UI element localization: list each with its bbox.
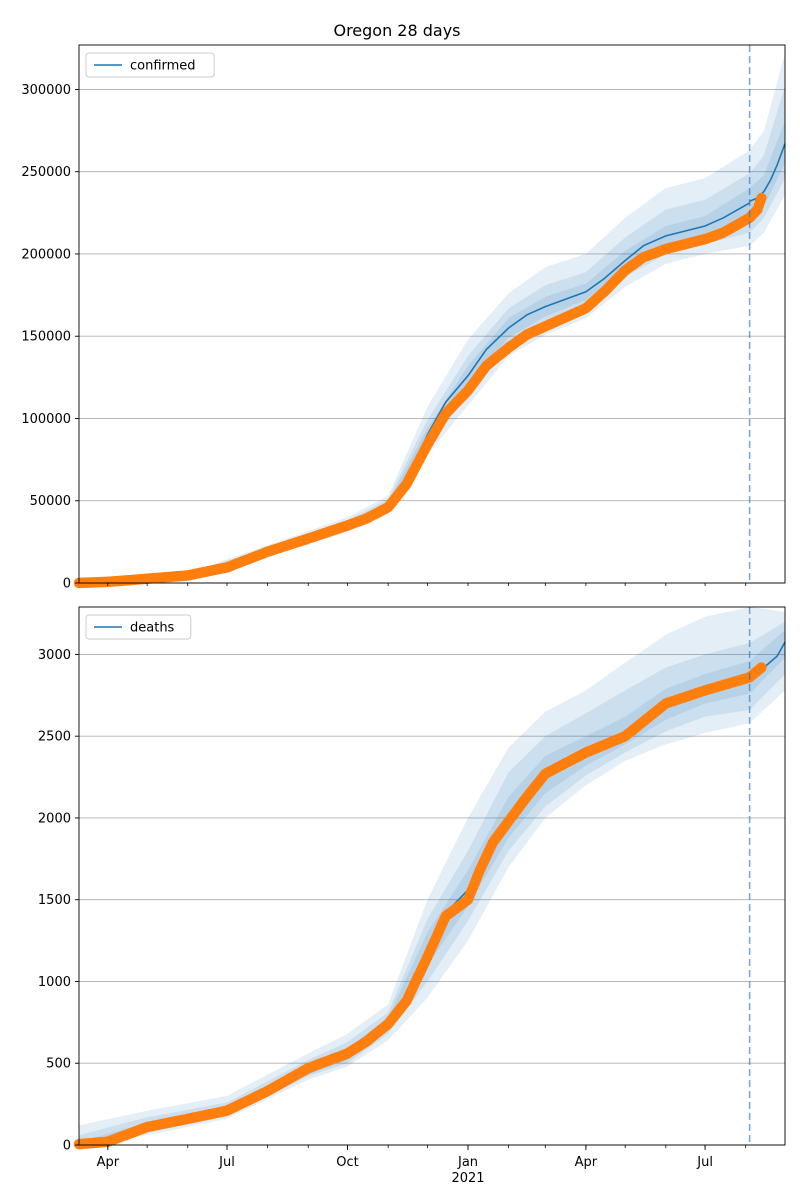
confirmed-ytick-label: 50000 (30, 494, 71, 509)
confirmed-legend-box (85, 52, 215, 78)
confirmed-ytick-label: 200000 (21, 247, 71, 262)
deaths-xyear-label: 2021 (451, 1171, 484, 1186)
deaths-ytick-label: 0 (63, 1139, 71, 1154)
confirmed-ytick-label: 100000 (21, 412, 71, 427)
confirmed-ytick-label: 150000 (21, 330, 71, 345)
deaths-ytick-label: 1000 (38, 975, 71, 990)
confirmed-legend: confirmed (85, 52, 215, 78)
confirmed-panel: 0 50000 100000 150000 200000 250000 300000 conf… (21, 44, 786, 592)
deaths-band-2 (79, 629, 785, 1145)
deaths-xtick-label: Jan (457, 1155, 478, 1170)
deaths-ytick-label: 2000 (38, 811, 71, 826)
confirmed-ytick-label: 250000 (21, 165, 71, 180)
deaths-legend-label: deaths (130, 621, 175, 636)
deaths-xtick-label: Jul (696, 1155, 713, 1170)
confirmed-band-0 (79, 53, 785, 583)
confirmed-ytick-label: 300000 (21, 83, 71, 98)
confirmed-observed-series (73, 192, 767, 589)
deaths-ytick-label: 500 (46, 1057, 71, 1072)
confirmed-axes-frame (78, 44, 786, 584)
deaths-ytick-label: 3000 (38, 648, 71, 663)
deaths-axes-frame (78, 606, 786, 1146)
deaths-xtick-label: Oct (336, 1155, 358, 1170)
deaths-xtick-label: Apr (97, 1155, 120, 1170)
deaths-observed-point (756, 662, 767, 673)
figure-title: Oregon 28 days (333, 21, 460, 40)
confirmed-observed-point (756, 192, 767, 204)
deaths-xtick-label: Jul (218, 1155, 235, 1170)
deaths-legend: deaths (85, 614, 192, 640)
deaths-band-1 (79, 621, 785, 1145)
deaths-xtick-label: Apr (575, 1155, 598, 1170)
confirmed-ytick-label: 0 (63, 577, 71, 592)
deaths-observed-series (73, 662, 767, 1150)
deaths-ytick-label: 2500 (38, 730, 71, 745)
deaths-ytick-label: 1500 (38, 893, 71, 908)
deaths-panel: 0 500 1000 1500 2000 2500 3000 Apr Jul Oct Jan Apr J… (38, 606, 786, 1186)
confirmed-band-1 (79, 86, 785, 583)
confirmed-legend-label: confirmed (130, 59, 196, 74)
deaths-legend-box (85, 614, 192, 640)
